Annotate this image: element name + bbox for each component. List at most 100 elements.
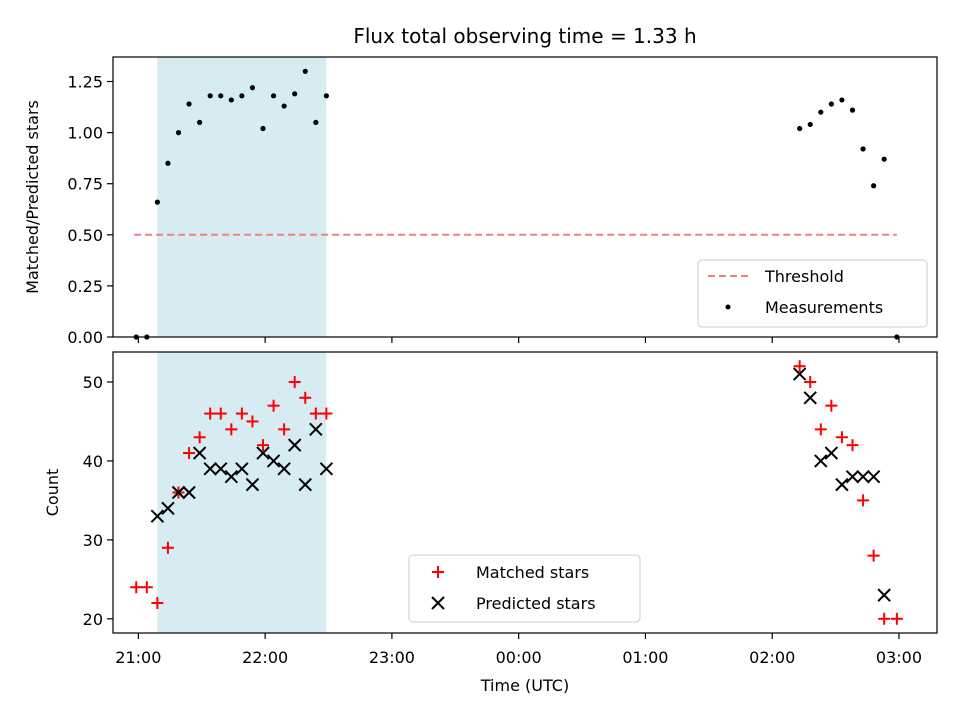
bottom-legend: Matched stars Predicted stars (408, 554, 641, 623)
top-plot-frame (112, 56, 938, 338)
bottom-ticks: 21:00 22:00 23:00 00:00 01:00 02:00 03:00 20 30 4… (83, 373, 922, 667)
bot-y-tick-label: 30 (83, 531, 103, 550)
predicted-star-point (266, 454, 281, 468)
top-legend: Threshold Measurements (697, 259, 928, 328)
bot-y-tick-label: 40 (83, 452, 103, 471)
matched-star-point (299, 391, 312, 404)
legend-measurements-label: Measurements (765, 298, 883, 317)
measurement-point (871, 183, 877, 189)
predicted-star-point (803, 391, 817, 405)
matched-star-point (161, 541, 174, 554)
matched-star-point (878, 612, 891, 625)
predicted-star-point (182, 485, 196, 500)
matched-star-point (225, 423, 238, 436)
top-shaded-interval (157, 57, 327, 337)
matched-star-point (793, 360, 806, 373)
predicted-star-point (866, 470, 881, 484)
measurement-point (186, 101, 192, 107)
matched-star-point (257, 439, 270, 452)
legend-matched-label: Matched stars (476, 563, 589, 582)
measurement-point (881, 156, 887, 162)
predicted-star-point (203, 462, 217, 476)
x-tick-label: 21:00 (115, 648, 161, 667)
predicted-star-point (845, 470, 860, 484)
matched-star-point (267, 399, 280, 412)
chart-title: Flux total observing time = 1.33 h (353, 24, 696, 48)
matched-star-point (214, 407, 227, 420)
matched-star-point (814, 423, 827, 436)
predicted-star-point (287, 438, 302, 452)
measurement-point (175, 130, 182, 136)
top-y-tick-label: 0.25 (67, 277, 103, 296)
top-ticks: 0.00 0.25 0.50 0.75 1.00 1.25 (67, 73, 900, 347)
measurement-point (302, 68, 308, 74)
measurement-point (807, 121, 813, 128)
matched-star-point (835, 431, 848, 444)
legend-predicted-swatch (431, 596, 445, 610)
legend-matched-swatch (432, 566, 444, 578)
matched-star-point (151, 597, 164, 610)
matched-star-point (804, 375, 817, 388)
predicted-star-point (277, 462, 291, 476)
measurement-point (313, 119, 319, 126)
bot-y-tick-label: 20 (83, 610, 103, 629)
x-tick-label: 01:00 (622, 648, 668, 667)
x-tick-label: 22:00 (242, 648, 288, 667)
matched-star-point (130, 581, 143, 594)
bottom-y-axis-label: Count (43, 469, 62, 517)
predicted-star-point (224, 470, 239, 484)
x-tick-label: 23:00 (369, 648, 415, 667)
measurement-point (797, 125, 803, 132)
matched-star-point (288, 375, 301, 388)
measurement-point (260, 125, 266, 132)
matched-star-point (204, 407, 217, 420)
measurement-point (270, 93, 277, 99)
bottom-plot-frame (112, 351, 938, 634)
measurement-point (165, 160, 171, 166)
top-y-tick-label: 0.75 (67, 175, 103, 194)
predicted-star-point (171, 485, 186, 500)
predicted-star-point (192, 446, 207, 460)
measurement-point (207, 93, 213, 99)
measurement-point (249, 85, 256, 91)
predicted-star-point (877, 588, 891, 602)
predicted-star-point (835, 477, 849, 492)
legend-threshold-label: Threshold (764, 267, 844, 286)
measurement-point (197, 119, 203, 126)
matched-star-point (235, 407, 248, 420)
matched-star-point (140, 581, 153, 594)
matched-star-point (867, 549, 880, 562)
predicted-stars-points (150, 367, 891, 602)
top-y-tick-label: 0.00 (67, 328, 103, 347)
bottom-shaded-interval (157, 352, 327, 633)
predicted-star-point (309, 422, 323, 437)
matched-star-point (825, 399, 838, 412)
predicted-star-point (792, 367, 807, 381)
matched-star-point (278, 423, 291, 436)
measurement-point (849, 107, 856, 113)
x-tick-label: 00:00 (496, 648, 542, 667)
predicted-star-point (245, 477, 260, 492)
predicted-star-point (150, 509, 165, 523)
legend-predicted-label: Predicted stars (476, 594, 596, 613)
x-tick-label: 03:00 (876, 648, 922, 667)
measurement-point (218, 93, 224, 99)
x-tick-label: 02:00 (749, 648, 795, 667)
top-plot: 0.00 0.25 0.50 0.75 1.00 1.25 Matched/Predict… (23, 56, 938, 347)
measurement-point (839, 97, 845, 103)
measurement-point (228, 97, 234, 103)
x-axis-label: Time (UTC) (480, 676, 569, 695)
bottom-legend-box (408, 554, 641, 623)
top-y-axis-label: Matched/Predicted stars (23, 100, 42, 294)
legend-measurements-swatch (725, 304, 731, 310)
predicted-star-point (256, 446, 270, 460)
measurement-point (818, 109, 824, 115)
matched-star-point (246, 415, 259, 428)
matched-star-point (846, 439, 859, 452)
predicted-star-point (161, 501, 175, 515)
predicted-star-point (235, 462, 249, 476)
measurement-point (281, 103, 287, 109)
measurement-point (292, 91, 298, 97)
predicted-star-point (814, 454, 828, 468)
top-y-tick-label: 1.00 (67, 124, 103, 143)
